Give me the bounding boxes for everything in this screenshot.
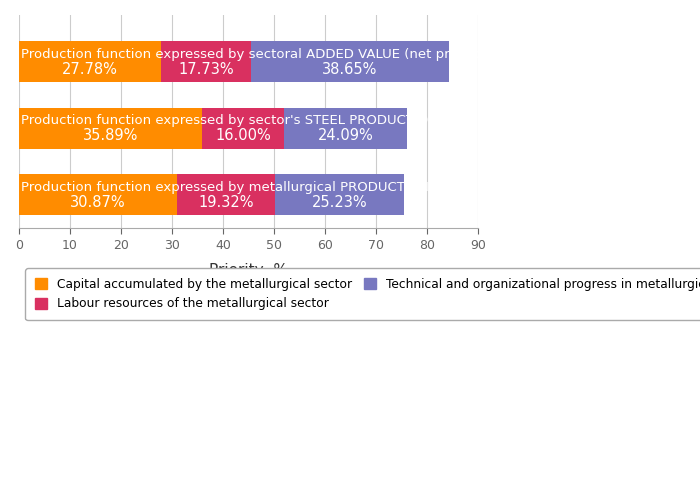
Bar <box>275 174 404 216</box>
Text: 27.78%: 27.78% <box>62 62 118 77</box>
Bar <box>284 108 407 149</box>
Text: Production function expressed by sectoral ADDED VALUE (net production): Production function expressed by sectora… <box>20 48 512 61</box>
Text: 25.23%: 25.23% <box>312 195 368 210</box>
Bar <box>19 174 176 216</box>
Text: 16.00%: 16.00% <box>215 129 271 143</box>
Bar <box>19 108 202 149</box>
Legend: Capital accumulated by the metallurgical sector, Labour resources of the metallu: Capital accumulated by the metallurgical… <box>25 268 700 320</box>
Text: Production function expressed by sector's STEEL PRODUCTION VOLUME: Production function expressed by sector'… <box>20 114 497 127</box>
Text: 24.09%: 24.09% <box>318 129 373 143</box>
Text: 30.87%: 30.87% <box>70 195 125 210</box>
Bar <box>176 174 275 216</box>
X-axis label: Priority, %: Priority, % <box>209 262 288 278</box>
Text: Production function expressed by metallurgical PRODUCTION SOLD: Production function expressed by metallu… <box>20 181 469 194</box>
Text: 35.89%: 35.89% <box>83 129 139 143</box>
Bar <box>251 41 449 82</box>
Text: 17.73%: 17.73% <box>178 62 234 77</box>
Text: 38.65%: 38.65% <box>322 62 378 77</box>
Bar <box>161 41 251 82</box>
Text: 19.32%: 19.32% <box>198 195 253 210</box>
Bar <box>202 108 284 149</box>
Bar <box>19 41 161 82</box>
